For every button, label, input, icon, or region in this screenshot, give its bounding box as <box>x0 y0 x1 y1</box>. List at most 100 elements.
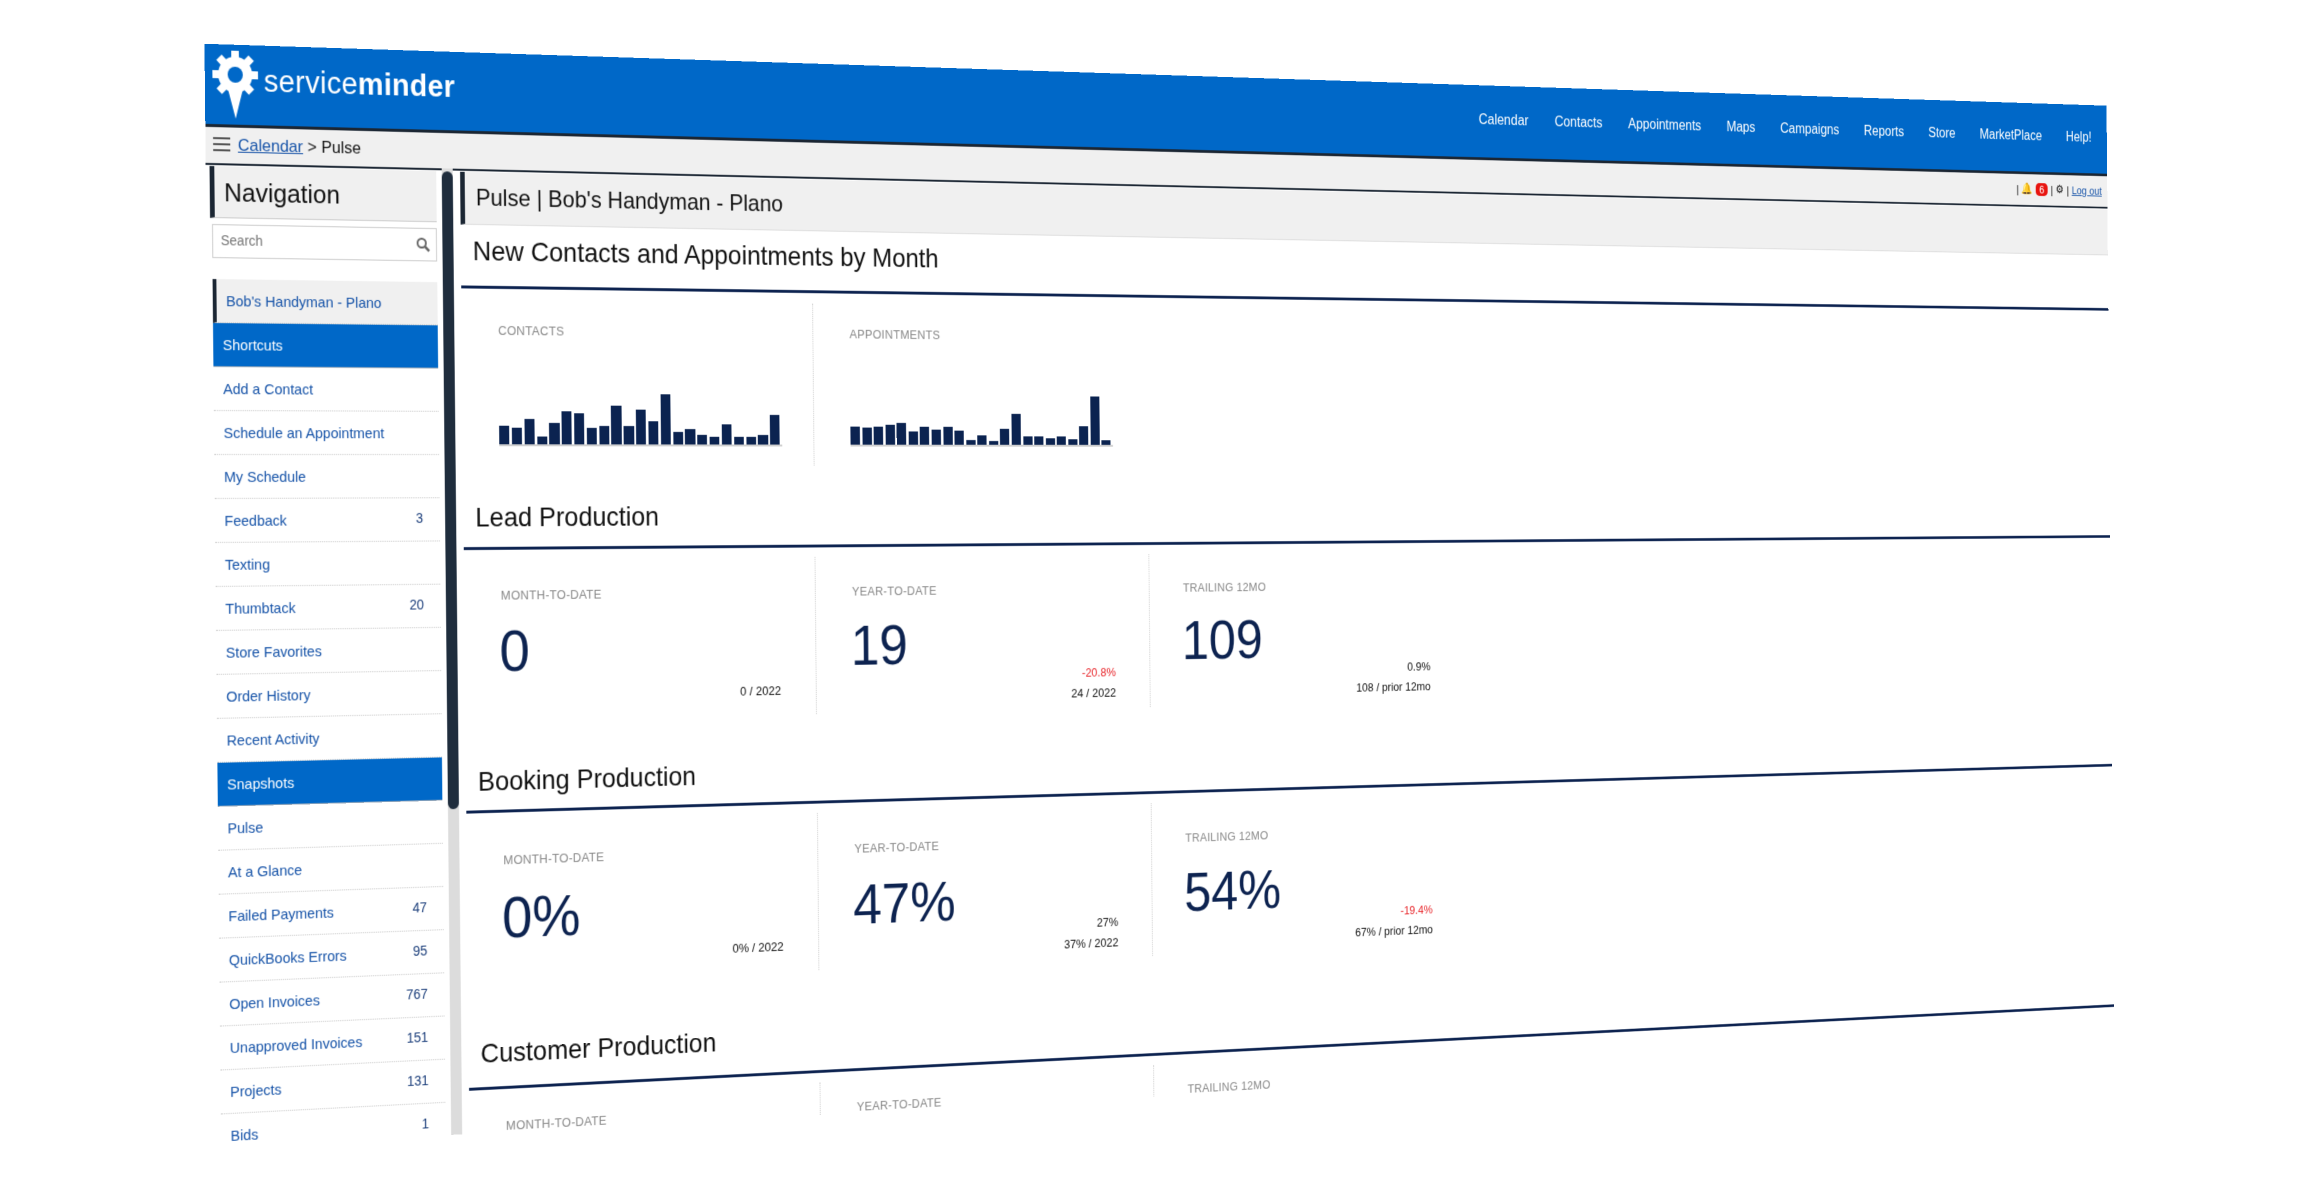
column-divider <box>1153 1065 1155 1103</box>
chart-bar[interactable] <box>850 426 861 445</box>
chart-bar[interactable] <box>931 429 942 445</box>
sidebar-item-schedule-an-appointment[interactable]: Schedule an Appointment <box>213 411 439 456</box>
logout-link[interactable]: Log out <box>2071 183 2102 197</box>
sidebar-item-feedback[interactable]: Feedback 3 <box>214 498 440 543</box>
column-divider <box>1150 803 1153 956</box>
chart-bar[interactable] <box>511 427 523 445</box>
sidebar-scrollbar-thumb[interactable] <box>441 171 459 810</box>
top-header: serviceminder Calendar Contacts Appointm… <box>204 43 2108 177</box>
sidebar-item-my-schedule[interactable]: My Schedule <box>214 454 440 499</box>
sidebar-item-label: Feedback <box>224 512 287 530</box>
chart-bar[interactable] <box>908 431 919 445</box>
chart-bar[interactable] <box>536 436 548 445</box>
nav-marketplace[interactable]: MarketPlace <box>1979 127 2043 144</box>
chart-bar[interactable] <box>697 434 708 445</box>
notification-count-badge[interactable]: 6 <box>2035 182 2048 196</box>
nav-maps[interactable]: Maps <box>1726 119 1756 136</box>
sidebar-search <box>212 224 438 262</box>
nav-contacts[interactable]: Contacts <box>1554 114 1603 132</box>
user-toolbar: | 🔔 6 | ⚙ | Log out <box>2016 182 2101 198</box>
chart-bar[interactable] <box>623 426 635 445</box>
sidebar-item-label: Pulse <box>227 819 264 838</box>
chart-bar[interactable] <box>873 426 884 445</box>
chart-bar[interactable] <box>586 427 597 445</box>
chart-bar[interactable] <box>885 424 895 445</box>
chart-bar[interactable] <box>862 427 872 445</box>
sidebar-item-label: Shortcuts <box>222 337 283 355</box>
lead-ytd-label: YEAR-TO-DATE <box>851 583 937 599</box>
chart-bar[interactable] <box>745 436 756 445</box>
chart-bar[interactable] <box>896 423 907 445</box>
chart-bar[interactable] <box>1045 437 1055 445</box>
lead-t12-prior: 108 / prior 12mo <box>1356 679 1431 695</box>
chart-bar[interactable] <box>721 424 732 445</box>
chart-bar[interactable] <box>574 413 585 445</box>
customer-mtd-label: MONTH-TO-DATE <box>505 1112 607 1133</box>
sidebar-item-label: Projects <box>230 1081 282 1101</box>
sidebar-section-snapshots[interactable]: Snapshots <box>217 757 443 807</box>
chart-bar[interactable] <box>942 426 953 445</box>
sidebar-item-thumbtack[interactable]: Thumbtack 20 <box>215 584 441 631</box>
chart-bar[interactable] <box>1090 396 1100 445</box>
chart-bar[interactable] <box>733 436 744 445</box>
sidebar-item-label: Failed Payments <box>228 904 334 926</box>
chart-bar[interactable] <box>635 409 647 445</box>
chart-bar[interactable] <box>672 431 684 445</box>
chart-bar[interactable] <box>1079 425 1089 445</box>
chart-bar[interactable] <box>549 423 560 445</box>
gear-icon[interactable]: ⚙ <box>2055 182 2064 196</box>
chart-bar[interactable] <box>758 434 768 445</box>
sidebar-item-order-history[interactable]: Order History <box>216 671 442 719</box>
search-icon[interactable] <box>416 237 431 253</box>
sidebar-item-at-a-glance[interactable]: At a Glance <box>218 843 444 895</box>
nav-store[interactable]: Store <box>1928 125 1956 142</box>
sidebar-section-shortcuts[interactable]: Shortcuts <box>212 323 439 369</box>
search-input[interactable] <box>218 231 411 253</box>
sidebar-item-label: Texting <box>224 556 271 574</box>
booking-ytd-label: YEAR-TO-DATE <box>854 838 940 856</box>
sidebar-item-add-a-contact[interactable]: Add a Contact <box>213 367 439 412</box>
column-divider <box>816 813 820 971</box>
chart-bar[interactable] <box>769 415 781 445</box>
nav-campaigns[interactable]: Campaigns <box>1780 121 1840 138</box>
chart-bar[interactable] <box>919 426 930 445</box>
sidebar-item-label: Thumbtack <box>225 600 296 618</box>
chart-bar[interactable] <box>1000 428 1010 445</box>
brand-logo[interactable]: serviceminder <box>264 64 456 105</box>
nav-calendar[interactable]: Calendar <box>1478 112 1529 129</box>
sidebar-item-label: At a Glance <box>227 862 303 882</box>
chart-bar[interactable] <box>685 428 696 445</box>
nav-reports[interactable]: Reports <box>1863 123 1905 140</box>
nav-help[interactable]: Help! <box>2065 129 2092 146</box>
chart-bar[interactable] <box>709 436 720 445</box>
breadcrumb-calendar-link[interactable]: Calendar <box>237 135 304 157</box>
chart-bar[interactable] <box>611 405 622 445</box>
chart-bar[interactable] <box>1011 413 1021 445</box>
sidebar-item-count: 20 <box>409 596 424 613</box>
chart-bar[interactable] <box>660 394 671 445</box>
brand-bold: minder <box>357 66 456 104</box>
chart-bar[interactable] <box>598 425 610 445</box>
chart-bar[interactable] <box>561 411 573 445</box>
section-divider <box>466 763 2113 814</box>
bell-icon[interactable]: 🔔 <box>2021 181 2033 195</box>
page-title: Pulse | Bob's Handyman - Plano <box>475 184 783 218</box>
chart-bar[interactable] <box>954 430 965 445</box>
chart-bar[interactable] <box>1022 436 1033 445</box>
sidebar-item-bob-s-handyman-plano[interactable]: Bob's Handyman - Plano <box>212 279 438 326</box>
lead-mtd-prior: 0 / 2022 <box>740 683 782 699</box>
contacts-chart-label: CONTACTS <box>498 323 565 339</box>
sidebar-item-recent-activity[interactable]: Recent Activity <box>216 714 442 763</box>
chart-bar[interactable] <box>524 418 535 445</box>
hamburger-menu-icon[interactable] <box>213 137 231 152</box>
sidebar-item-store-favorites[interactable]: Store Favorites <box>216 627 442 675</box>
nav-appointments[interactable]: Appointments <box>1628 116 1702 134</box>
sidebar-item-pulse[interactable]: Pulse <box>217 800 443 851</box>
chart-bar[interactable] <box>977 435 987 445</box>
chart-bar[interactable] <box>1056 436 1067 445</box>
chart-bar[interactable] <box>1034 436 1044 445</box>
sidebar-item-texting[interactable]: Texting <box>215 541 441 587</box>
chart-bar[interactable] <box>499 425 510 445</box>
sidebar-item-label: Unapproved Invoices <box>229 1034 363 1058</box>
chart-bar[interactable] <box>648 421 659 445</box>
